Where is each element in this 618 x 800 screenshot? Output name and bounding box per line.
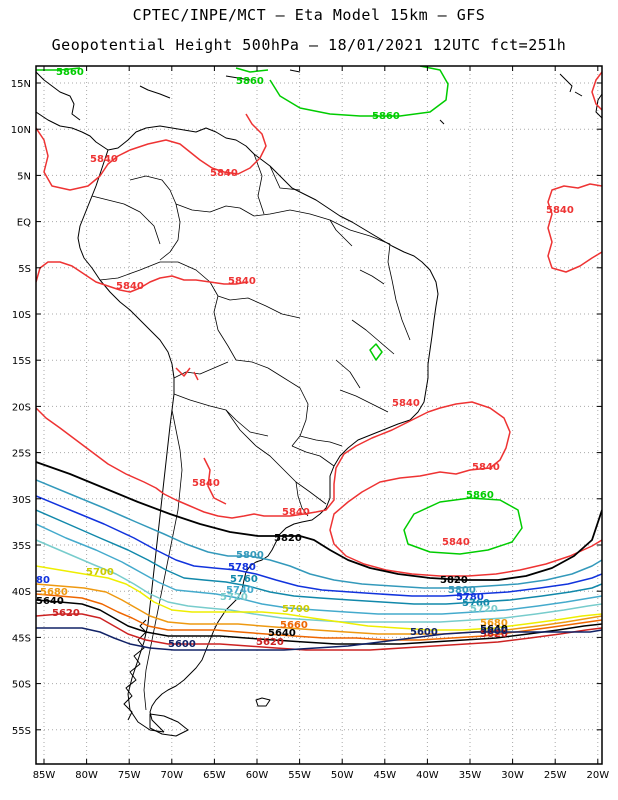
- lon-label: 85W: [33, 770, 56, 781]
- lon-label: 30W: [501, 770, 524, 781]
- label-5760: 5760: [462, 598, 490, 609]
- lat-label: 5S: [18, 264, 31, 275]
- label-5620: 5620: [256, 637, 284, 648]
- latitude-labels: 15N 10N 5N EQ 5S 10S 15S 20S 25S 30S 35S 40S 45S 50S 5…: [11, 79, 31, 737]
- label-5640: 5640: [480, 624, 508, 635]
- label-5860: 5860: [56, 67, 84, 78]
- label-5840: 5840: [210, 168, 238, 179]
- label-5620: 5620: [480, 629, 508, 640]
- label-5660: 5660: [280, 620, 308, 631]
- lat-label: 35S: [12, 541, 31, 552]
- label-5680: 5680: [480, 618, 508, 629]
- lon-label: 50W: [331, 770, 354, 781]
- contour-5860: [36, 66, 523, 555]
- label-5720-edge: 80: [36, 575, 50, 586]
- lon-label: 65W: [203, 770, 226, 781]
- contour-labels: 5860 5860 5860 5860 5840 5840 5840 5840 …: [36, 67, 574, 650]
- label-5840: 5840: [90, 154, 118, 165]
- label-5820: 5820: [440, 575, 468, 586]
- lon-label: 70W: [160, 770, 183, 781]
- label-5860: 5860: [466, 490, 494, 501]
- label-5840: 5840: [442, 537, 470, 548]
- lat-label: 15N: [11, 79, 31, 90]
- label-5780: 5780: [456, 592, 484, 603]
- lat-label: 20S: [12, 402, 31, 413]
- label-5840: 5840: [192, 478, 220, 489]
- label-5700: 5700: [86, 567, 114, 578]
- label-5740: 5740: [226, 585, 254, 596]
- country-borders: [91, 153, 411, 711]
- map-title: CPTEC/INPE/MCT – Eta Model 15km – GFS: [132, 6, 486, 24]
- label-5800: 5800: [448, 585, 476, 596]
- lon-label: 45W: [373, 770, 396, 781]
- label-5840: 5840: [116, 281, 144, 292]
- label-5840: 5840: [228, 276, 256, 287]
- lon-label: 80W: [75, 770, 98, 781]
- longitude-labels: 85W 80W 75W 70W 65W 60W 55W 50W 45W 40W 35W 30W 25W 2…: [33, 770, 610, 781]
- map-subtitle: Geopotential Height 500hPa – 18/01/2021 …: [51, 36, 567, 54]
- label-5840: 5840: [472, 462, 500, 473]
- label-5840: 5840: [282, 507, 310, 518]
- lat-label: 50S: [12, 680, 31, 691]
- lon-label: 40W: [416, 770, 439, 781]
- lat-label: 5N: [17, 171, 31, 182]
- map-frame: [35, 65, 603, 765]
- lat-label: 55S: [12, 726, 31, 737]
- lat-label: 25S: [12, 449, 31, 460]
- contour-5840: [36, 71, 602, 577]
- contour-5820: [36, 461, 602, 581]
- label-5720: 5720: [470, 604, 498, 615]
- lon-label: 75W: [118, 770, 141, 781]
- label-5840: 5840: [546, 205, 574, 216]
- lat-label: 40S: [12, 587, 31, 598]
- lat-label: 15S: [12, 356, 31, 367]
- label-5760: 5760: [230, 574, 258, 585]
- label-5780: 5780: [228, 562, 256, 573]
- label-5820: 5820: [274, 533, 302, 544]
- lat-label: 10S: [12, 310, 31, 321]
- lat-label: 45S: [12, 633, 31, 644]
- lon-label: 55W: [288, 770, 311, 781]
- lat-label: 30S: [12, 495, 31, 506]
- coastlines: [36, 69, 602, 737]
- label-5720: 5720: [220, 592, 248, 603]
- label-5640: 5640: [268, 628, 296, 639]
- lon-label: 35W: [459, 770, 482, 781]
- lon-label: 20W: [586, 770, 609, 781]
- label-5640: 5640: [36, 596, 64, 607]
- label-5800: 5800: [236, 550, 264, 561]
- contours-5800-5600: [36, 479, 602, 651]
- label-5600: 5600: [480, 626, 508, 637]
- label-5860: 5860: [372, 111, 400, 122]
- label-5840: 5840: [392, 398, 420, 409]
- lon-label: 25W: [544, 770, 567, 781]
- label-5860: 5860: [236, 76, 264, 87]
- lat-lon-grid: [36, 66, 602, 764]
- lon-label: 60W: [246, 770, 269, 781]
- label-5680: 5680: [40, 587, 68, 598]
- label-5600: 5600: [410, 627, 438, 638]
- lat-label: 10N: [11, 125, 31, 136]
- label-5620: 5620: [52, 608, 80, 619]
- label-5700: 5700: [282, 604, 310, 615]
- axis-ticks: [36, 66, 602, 764]
- lat-label: EQ: [17, 218, 31, 229]
- label-5600: 5600: [168, 639, 196, 650]
